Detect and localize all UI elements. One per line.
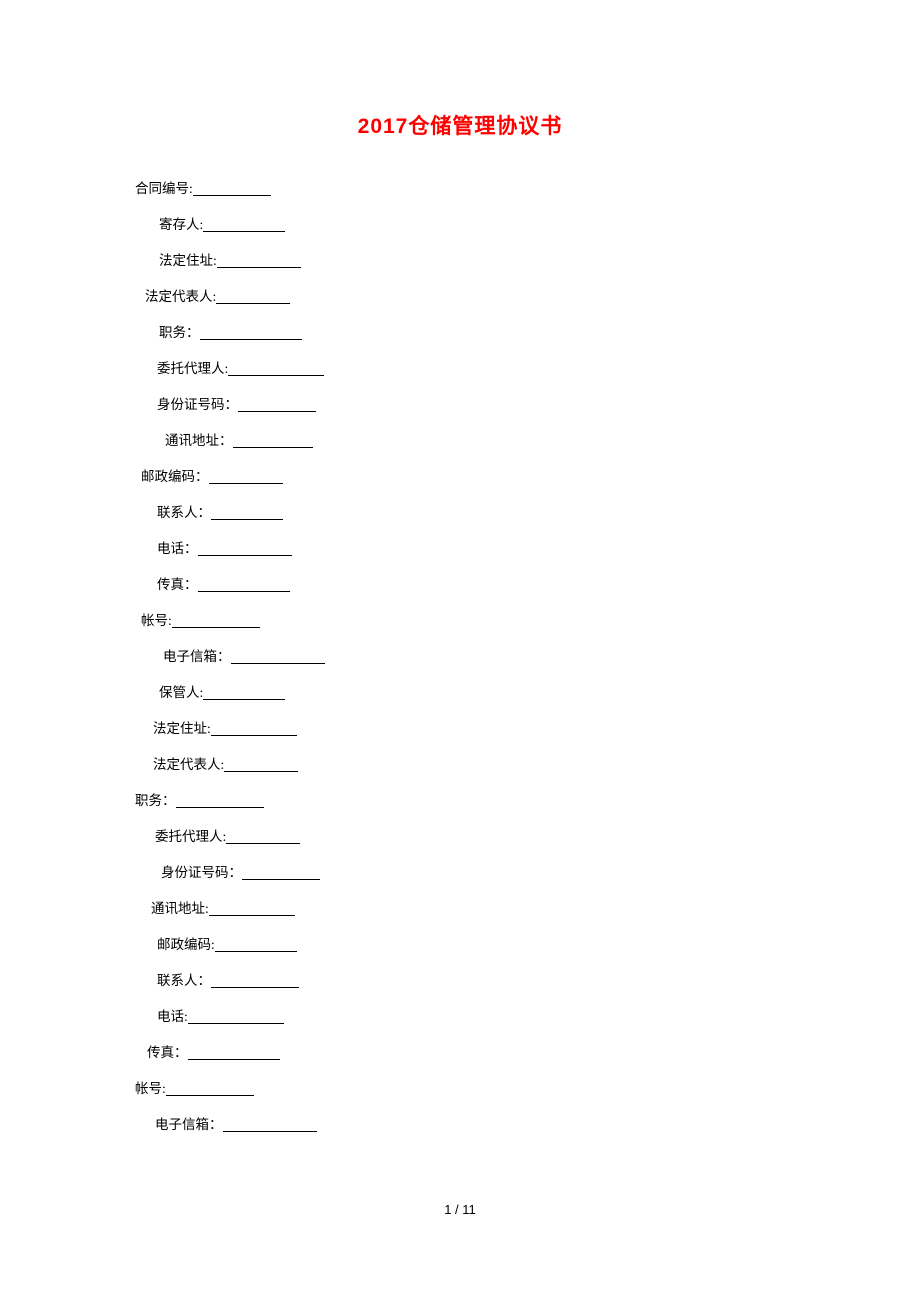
field-underline (188, 1011, 284, 1024)
field-underline (166, 1083, 254, 1096)
field-underline (211, 723, 297, 736)
form-field-line: 传真： (135, 1046, 785, 1060)
page-number: 1 / 11 (0, 1202, 920, 1217)
field-underline (238, 399, 316, 412)
field-label: 通讯地址: (151, 901, 209, 916)
field-underline (203, 687, 285, 700)
field-underline (203, 219, 285, 232)
form-field-line: 通讯地址： (135, 434, 785, 448)
field-underline (223, 1119, 317, 1132)
field-underline (228, 363, 324, 376)
form-field-line: 保管人: (135, 686, 785, 700)
field-underline (211, 975, 299, 988)
form-field-line: 帐号: (135, 1082, 785, 1096)
field-underline (198, 579, 290, 592)
field-underline (209, 903, 295, 916)
field-label: 邮政编码： (141, 469, 209, 484)
field-label: 电话： (157, 541, 198, 556)
field-underline (242, 867, 320, 880)
field-underline (224, 759, 298, 772)
field-label: 电子信箱： (163, 649, 231, 664)
field-label: 寄存人: (159, 217, 203, 232)
field-label: 传真： (147, 1045, 188, 1060)
field-label: 保管人: (159, 685, 203, 700)
field-label: 职务： (159, 325, 200, 340)
field-label: 联系人： (157, 973, 211, 988)
form-field-line: 法定代表人: (135, 758, 785, 772)
form-field-line: 通讯地址: (135, 902, 785, 916)
form-field-line: 职务： (135, 326, 785, 340)
form-field-line: 合同编号: (135, 182, 785, 196)
field-label: 委托代理人: (155, 829, 226, 844)
form-field-line: 法定住址: (135, 722, 785, 736)
field-label: 电话: (157, 1009, 188, 1024)
form-field-line: 邮政编码: (135, 938, 785, 952)
field-underline (217, 255, 301, 268)
form-field-line: 帐号: (135, 614, 785, 628)
field-underline (176, 795, 264, 808)
field-underline (216, 291, 290, 304)
form-field-line: 寄存人: (135, 218, 785, 232)
form-field-line: 法定住址: (135, 254, 785, 268)
document-page: 2017仓储管理协议书 合同编号: 寄存人: 法定住址: 法定代表人: 职务： 委托代理人… (0, 0, 920, 1132)
form-field-line: 委托代理人: (135, 830, 785, 844)
field-label: 职务： (135, 793, 176, 808)
form-field-line: 邮政编码： (135, 470, 785, 484)
form-field-line: 电话: (135, 1010, 785, 1024)
form-field-line: 联系人： (135, 974, 785, 988)
field-underline (231, 651, 325, 664)
field-underline (211, 507, 283, 520)
form-field-line: 身份证号码： (135, 398, 785, 412)
field-underline (215, 939, 297, 952)
field-label: 身份证号码： (161, 865, 242, 880)
field-label: 身份证号码： (157, 397, 238, 412)
field-underline (200, 327, 302, 340)
field-label: 法定代表人: (145, 289, 216, 304)
field-label: 电子信箱： (155, 1117, 223, 1132)
field-underline (198, 543, 292, 556)
form-field-line: 传真： (135, 578, 785, 592)
field-label: 传真： (157, 577, 198, 592)
field-underline (172, 615, 260, 628)
field-underline (209, 471, 283, 484)
form-field-line: 电话： (135, 542, 785, 556)
form-field-line: 身份证号码： (135, 866, 785, 880)
form-field-line: 职务： (135, 794, 785, 808)
field-underline (233, 435, 313, 448)
field-underline (226, 831, 300, 844)
field-label: 邮政编码: (157, 937, 215, 952)
field-label: 合同编号: (135, 181, 193, 196)
field-label: 委托代理人: (157, 361, 228, 376)
field-label: 法定住址: (153, 721, 211, 736)
field-underline (188, 1047, 280, 1060)
form-field-line: 委托代理人: (135, 362, 785, 376)
field-label: 帐号: (141, 613, 172, 628)
field-label: 法定住址: (159, 253, 217, 268)
field-label: 帐号: (135, 1081, 166, 1096)
field-label: 法定代表人: (153, 757, 224, 772)
field-underline (193, 183, 271, 196)
form-field-line: 联系人： (135, 506, 785, 520)
field-label: 联系人： (157, 505, 211, 520)
form-field-line: 电子信箱： (135, 1118, 785, 1132)
form-field-line: 法定代表人: (135, 290, 785, 304)
form-field-line: 电子信箱： (135, 650, 785, 664)
fields-container: 合同编号: 寄存人: 法定住址: 法定代表人: 职务： 委托代理人: 身份证号码： 通讯地址：… (135, 182, 785, 1132)
field-label: 通讯地址： (165, 433, 233, 448)
document-title: 2017仓储管理协议书 (135, 110, 785, 140)
